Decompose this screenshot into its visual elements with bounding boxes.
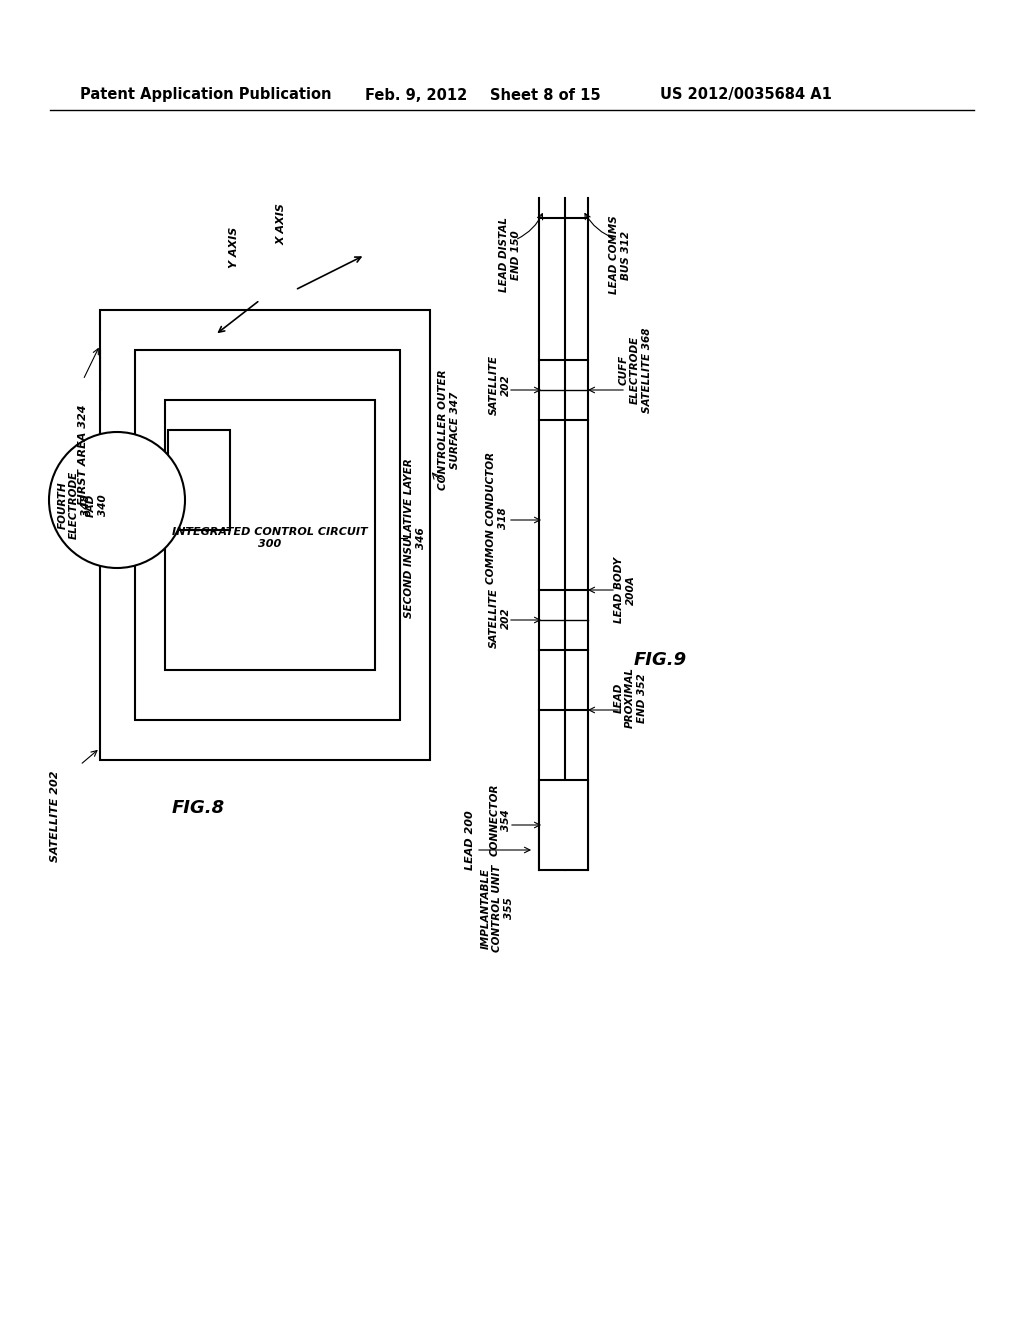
Bar (100, 310, 430, 760)
Text: SATELLITE 202: SATELLITE 202 (50, 770, 60, 862)
Text: COMMON CONDUCTOR
318: COMMON CONDUCTOR 318 (486, 451, 508, 583)
Text: X AXIS: X AXIS (278, 203, 287, 246)
Text: LEAD DISTAL
END 150: LEAD DISTAL END 150 (500, 218, 521, 293)
Text: INTEGRATED CONTROL CIRCUIT
300: INTEGRATED CONTROL CIRCUIT 300 (172, 527, 368, 549)
Text: Patent Application Publication: Patent Application Publication (80, 87, 332, 103)
Text: CONTROLLER OUTER
SURFACE 347: CONTROLLER OUTER SURFACE 347 (438, 370, 460, 490)
Text: LEAD
PROXIMAL
END 352: LEAD PROXIMAL END 352 (613, 668, 646, 729)
Text: CUFF
ELECTRODE
SATELLITE 368: CUFF ELECTRODE SATELLITE 368 (618, 327, 651, 413)
Text: SATELLITE
202: SATELLITE 202 (489, 355, 511, 414)
Text: CONNECTOR
354: CONNECTOR 354 (489, 784, 511, 857)
Text: FIG.9: FIG.9 (634, 651, 686, 669)
Text: US 2012/0035684 A1: US 2012/0035684 A1 (660, 87, 831, 103)
Text: LEAD 200: LEAD 200 (465, 810, 475, 870)
Text: Feb. 9, 2012: Feb. 9, 2012 (365, 87, 467, 103)
Bar (135, 350, 400, 719)
Text: Sheet 8 of 15: Sheet 8 of 15 (490, 87, 601, 103)
Text: IMPLANTABLE
CONTROL UNIT
355: IMPLANTABLE CONTROL UNIT 355 (480, 865, 514, 952)
Text: LEAD COMMS
BUS 312: LEAD COMMS BUS 312 (609, 215, 631, 294)
Text: LEAD BODY
200A: LEAD BODY 200A (614, 557, 636, 623)
Bar (539, 780, 588, 870)
Text: SATELLITE
202: SATELLITE 202 (489, 587, 511, 648)
Circle shape (49, 432, 185, 568)
Text: FOURTH
ELECTRODE
348: FOURTH ELECTRODE 348 (57, 471, 90, 539)
Text: PAD
340: PAD 340 (86, 494, 108, 516)
Text: FIRST AREA 324: FIRST AREA 324 (78, 405, 88, 506)
Bar (168, 430, 230, 531)
Text: SECOND INSULATIVE LAYER
346: SECOND INSULATIVE LAYER 346 (404, 458, 426, 618)
Text: FIG.8: FIG.8 (171, 799, 224, 817)
Text: Y AXIS: Y AXIS (229, 227, 239, 268)
Bar (165, 400, 375, 671)
